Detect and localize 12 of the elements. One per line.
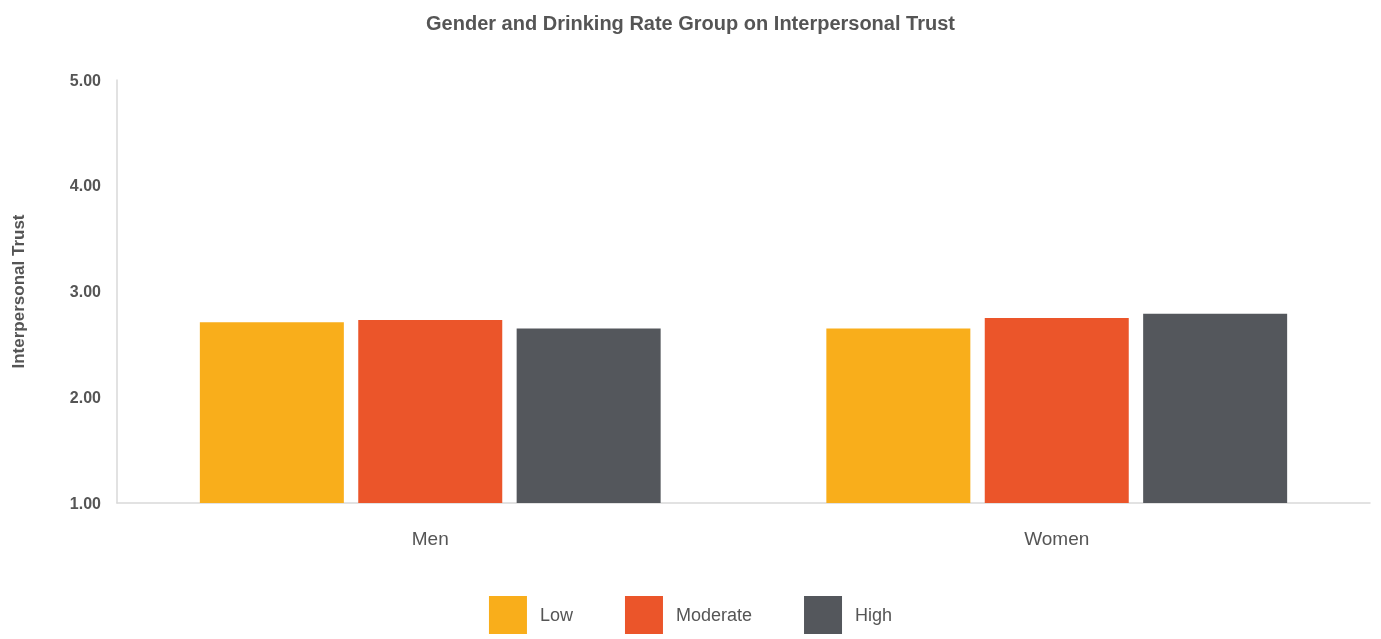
legend-label: Moderate (675, 605, 753, 625)
x-tick-label: Men (411, 528, 449, 549)
legend-label: High (855, 605, 893, 625)
legend-label: Low (539, 605, 574, 625)
y-tick-label: 1.00 (69, 494, 102, 512)
x-tick-label: Women (1024, 528, 1090, 549)
y-tick-label: 2.00 (69, 388, 102, 406)
y-tick-label: 5.00 (69, 71, 102, 89)
chart-title: Gender and Drinking Rate Group on Interpersonal Trust (426, 12, 956, 34)
y-tick-label: 3.00 (69, 283, 102, 300)
y-axis-title: Interpersonal Trust (9, 214, 28, 369)
y-tick-label: 4.00 (69, 177, 102, 195)
